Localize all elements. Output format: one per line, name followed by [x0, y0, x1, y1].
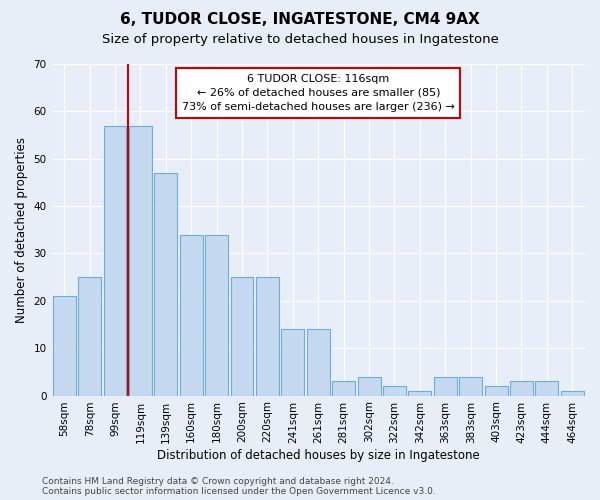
Bar: [129, 126, 152, 396]
Bar: [535, 382, 559, 396]
Text: 6, TUDOR CLOSE, INGATESTONE, CM4 9AX: 6, TUDOR CLOSE, INGATESTONE, CM4 9AX: [120, 12, 480, 28]
Text: Contains public sector information licensed under the Open Government Licence v3: Contains public sector information licen…: [42, 487, 436, 496]
X-axis label: Distribution of detached houses by size in Ingatestone: Distribution of detached houses by size …: [157, 450, 479, 462]
Bar: [230, 277, 253, 396]
Bar: [485, 386, 508, 396]
Bar: [383, 386, 406, 396]
Bar: [53, 296, 76, 396]
Bar: [281, 330, 304, 396]
Bar: [307, 330, 330, 396]
Bar: [510, 382, 533, 396]
Bar: [154, 173, 177, 396]
Bar: [434, 376, 457, 396]
Bar: [205, 234, 228, 396]
Bar: [459, 376, 482, 396]
Bar: [358, 376, 380, 396]
Text: Contains HM Land Registry data © Crown copyright and database right 2024.: Contains HM Land Registry data © Crown c…: [42, 477, 394, 486]
Bar: [561, 391, 584, 396]
Bar: [180, 234, 203, 396]
Bar: [256, 277, 279, 396]
Bar: [332, 382, 355, 396]
Text: 6 TUDOR CLOSE: 116sqm
← 26% of detached houses are smaller (85)
73% of semi-deta: 6 TUDOR CLOSE: 116sqm ← 26% of detached …: [182, 74, 455, 112]
Bar: [78, 277, 101, 396]
Y-axis label: Number of detached properties: Number of detached properties: [15, 137, 28, 323]
Text: Size of property relative to detached houses in Ingatestone: Size of property relative to detached ho…: [101, 32, 499, 46]
Bar: [104, 126, 127, 396]
Bar: [409, 391, 431, 396]
